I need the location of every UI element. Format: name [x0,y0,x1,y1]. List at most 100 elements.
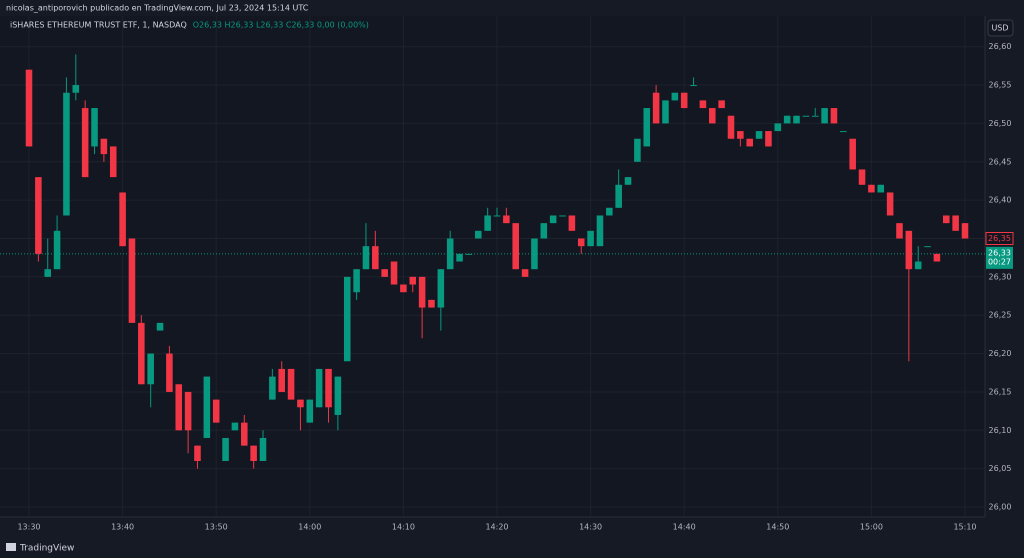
last-price-box [986,246,1013,269]
candle-body [699,100,707,109]
candle-body [81,108,89,178]
candle-body [737,131,744,139]
header: nicolas_antiporovich publicado en Tradin… [6,4,309,13]
candle-body [25,69,33,147]
candle-body [109,146,117,178]
candle-body [765,131,772,147]
candle-body [933,253,941,262]
candle-body [615,184,622,208]
candle-body [868,184,875,193]
candle-body [624,177,632,185]
candle-body [793,115,800,124]
candle-body [811,115,819,117]
grid [0,16,985,517]
candle-body [91,108,98,147]
chart-title: iSHARES ETHEREUM TRUST ETF, 1, NASDAQ [10,21,187,30]
candle-body [128,238,136,323]
candle-body [840,131,847,133]
candle-body [755,131,763,139]
y-tick-label: 26,20 [989,349,1012,358]
candle-body [44,269,51,277]
candle-body [409,276,417,285]
y-tick-label: 26,00 [989,503,1012,512]
y-tick-label: 26,55 [989,81,1012,90]
candle-body [353,269,360,293]
candle-body [390,261,398,285]
candle-body [830,108,838,124]
candle-body [709,108,716,124]
candle-body [72,85,80,93]
candle-body [446,238,454,270]
candle-body [559,215,566,217]
candle-body [493,215,501,217]
y-tick-label: 26,15 [989,387,1012,396]
candle-body [587,230,594,247]
candle-body [540,223,548,239]
candle-body [680,92,688,109]
candle-body [718,100,725,109]
countdown: 00:27 [988,257,1011,266]
candle-body [475,230,482,239]
candle-body [849,138,856,170]
y-tick-label: 26,60 [989,42,1012,51]
candle-body [877,184,885,193]
plot-area [0,16,985,517]
candle-body [400,284,407,293]
y-tick-label: 26,45 [989,157,1012,166]
x-tick-label: 13:40 [111,523,134,532]
y-tick-label: 26,30 [989,272,1012,281]
candle-body [549,215,557,224]
candle-body [53,230,61,270]
candle-body [259,437,267,461]
x-tick-label: 14:10 [392,523,415,532]
candle-body [914,261,922,270]
candle-body [278,368,285,392]
candle-body [577,238,585,247]
labels: 26,00 26,05 26,10 26,15 26,20 26,25 26,30 26,35… [17,42,1014,532]
candle-body [606,207,613,216]
candle-body [194,445,201,461]
candle-body [212,399,220,423]
candle-body [512,223,519,270]
x-tick-label: 14:20 [485,523,508,532]
candle-body [802,115,810,117]
candle-body [119,192,126,247]
x-tick-label: 13:50 [205,523,228,532]
x-tick-label: 14:50 [766,523,789,532]
candle-body [727,115,735,139]
currency-box[interactable] [987,19,1014,37]
candle-body [147,353,154,385]
candle-body [334,376,342,415]
x-tick-label: 14:40 [673,523,696,532]
currency[interactable]: USD [991,24,1008,33]
candle-body [886,192,894,216]
candle-body [297,399,304,408]
candle-body [35,177,42,254]
y-tick-label: 26,25 [989,311,1012,320]
candle-body [250,445,257,461]
candle-body [662,100,669,124]
candle-body [652,92,660,124]
candle-body [381,269,388,277]
candle-body [63,92,70,216]
candle-body [362,246,370,270]
candle-body [418,276,426,308]
logo [6,543,16,551]
candle-body [961,223,969,239]
y-tick-label: 26,40 [989,196,1012,205]
candle-body [643,108,651,147]
candle-body [222,437,229,461]
candle-body [156,322,164,331]
y-tick-label: 26,50 [989,119,1012,128]
candle-body [924,246,931,248]
candles [25,54,969,469]
candle-body [783,115,791,124]
x-tick-label: 14:00 [298,523,321,532]
candle-body [325,368,332,408]
candle-body [456,253,463,262]
x-tick-label: 14:30 [579,523,602,532]
candle-body [306,399,314,423]
candle-body [437,269,445,308]
candle-body [896,223,903,239]
